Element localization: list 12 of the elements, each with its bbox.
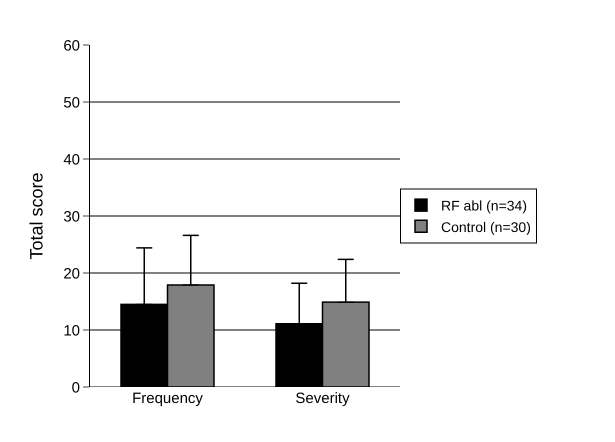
y-axis-title: Total score	[26, 172, 47, 260]
y-tick-label: 10	[63, 322, 80, 340]
legend-label: Control (n=30)	[441, 218, 531, 235]
legend-label: RF abl (n=34)	[441, 198, 527, 214]
y-tick-label: 50	[63, 94, 80, 112]
x-tick-label: Severity	[295, 390, 350, 407]
y-tick-label: 0	[72, 379, 80, 396]
y-tick-label: 60	[63, 37, 80, 54]
y-tick-label: 30	[63, 208, 80, 226]
y-tick-label: 20	[63, 265, 80, 282]
y-tick-label: 40	[63, 151, 80, 168]
x-tick-label: Frequency	[132, 390, 204, 407]
